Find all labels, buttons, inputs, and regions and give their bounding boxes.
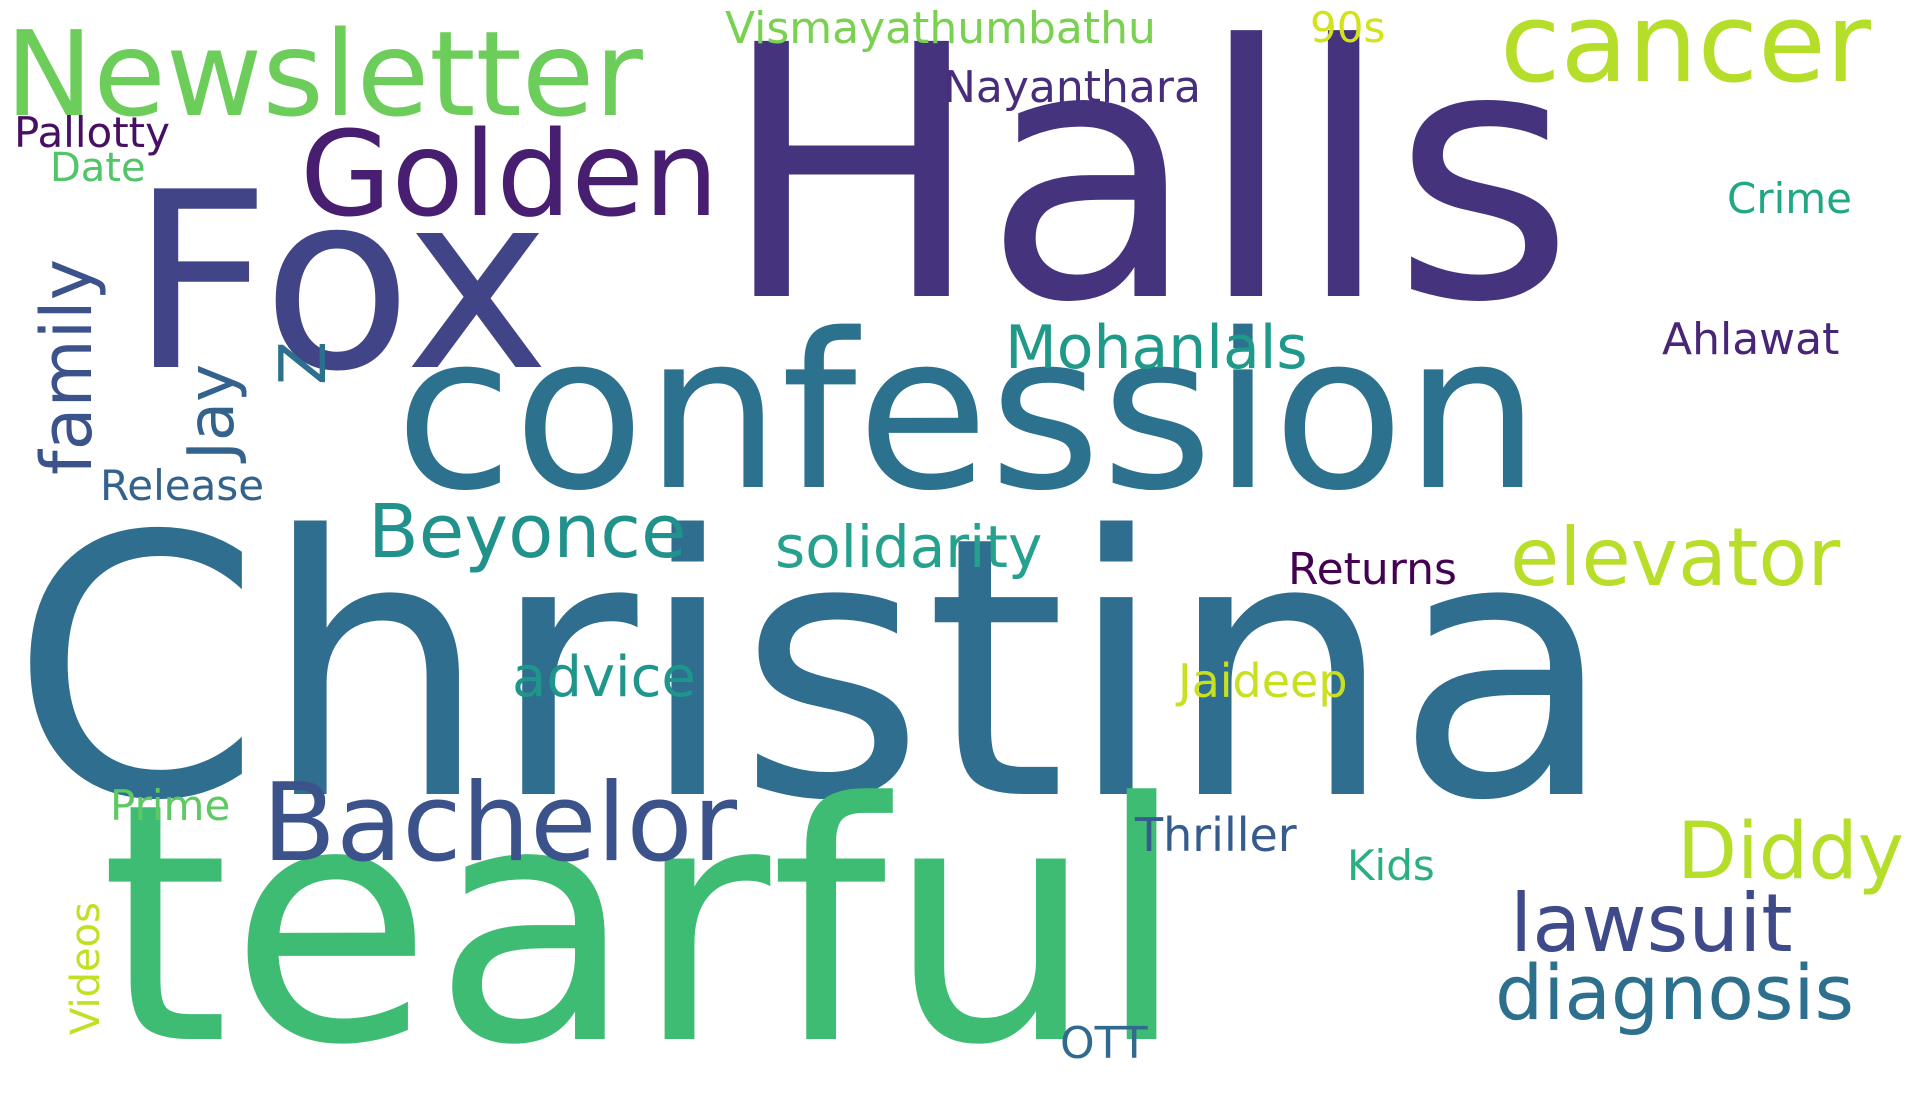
word-kids: Kids: [1347, 841, 1435, 890]
word-jaideep: Jaideep: [1178, 654, 1348, 708]
word-diddy: Diddy: [1677, 807, 1904, 897]
word-nayanthara: Nayanthara: [943, 62, 1201, 113]
word-confession: confession: [395, 287, 1541, 538]
word-halls: Halls: [720, 0, 1575, 379]
word-mohanlals: Mohanlals: [1005, 313, 1308, 383]
word-advice: advice: [512, 645, 696, 710]
word-newsletter: Newsletter: [5, 5, 643, 143]
word-family: family: [26, 258, 108, 475]
word-date: Date: [50, 145, 146, 191]
word-tearful: tearful: [100, 733, 1188, 1117]
word-crime: Crime: [1727, 174, 1853, 223]
word-fox: Fox: [130, 140, 550, 425]
word-elevator: elevator: [1510, 511, 1841, 604]
word-cloud: Christina tearful Halls confession Fox G…: [5, 0, 1904, 1090]
word-ott: OTT: [1060, 1018, 1148, 1069]
word-pallotty: Pallotty: [14, 108, 171, 157]
word-videos: Videos: [63, 902, 109, 1035]
word-christina: Christina: [10, 460, 1616, 879]
word-thriller: Thriller: [1135, 808, 1297, 862]
word-diagnosis: diagnosis: [1495, 948, 1855, 1037]
word-lawsuit: lawsuit: [1510, 877, 1793, 970]
word-beyonce: Beyonce: [368, 489, 687, 575]
word-z: Z: [267, 341, 341, 385]
word-prime: Prime: [110, 781, 231, 830]
word-golden: Golden: [300, 105, 719, 243]
word-returns: Returns: [1288, 544, 1457, 595]
word-bachelor: Bachelor: [262, 761, 738, 886]
word-ahlawat: Ahlawat: [1662, 314, 1840, 365]
word-cancer: cancer: [1500, 0, 1871, 107]
word-solidarity: solidarity: [775, 513, 1043, 581]
word-jay: Jay: [175, 364, 249, 460]
word-vismayathumbathu: Vismayathumbathu: [725, 3, 1156, 54]
word-release: Release: [100, 461, 265, 510]
word-90s: 90s: [1310, 3, 1386, 52]
